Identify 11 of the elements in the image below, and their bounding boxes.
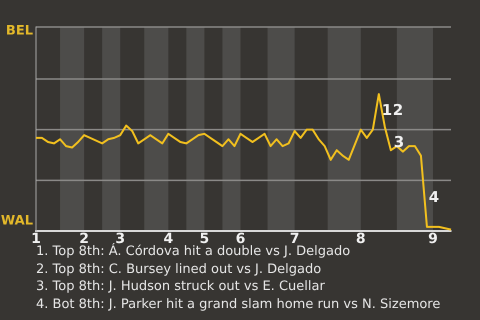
- annotation: 3: [394, 132, 404, 151]
- text: BEL: [6, 23, 33, 38]
- text: 2. Top 8th: C. Bursey lined out vs J. Delgado: [36, 260, 322, 278]
- annotation: 1: [382, 100, 392, 119]
- annotation: 4: [428, 188, 440, 206]
- text: 4. Bot 8th: J. Parker hit a grand slam home run vs N. Sizemore: [36, 296, 440, 313]
- text: 3. Top 8th: J. Hudson struck out vs E. Cuellar: [36, 278, 326, 296]
- text: WAL: [0, 213, 33, 228]
- annotation: 2: [392, 100, 404, 119]
- x-tick-label: 8: [356, 231, 366, 248]
- x-tick-label: 9: [428, 231, 438, 248]
